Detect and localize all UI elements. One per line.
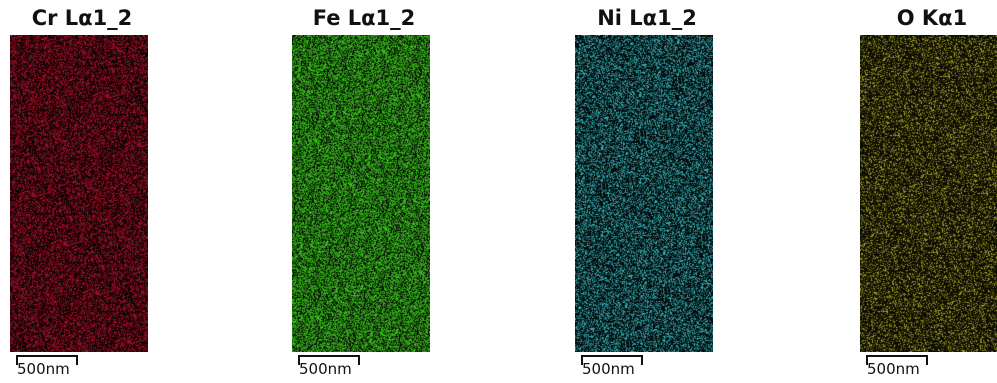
ni-map-panel: Ni Lα1_2 500nm bbox=[575, 0, 719, 383]
o-map-title: O Kα1 bbox=[896, 6, 968, 30]
ni-scale-label: 500nm bbox=[582, 360, 635, 378]
fe-scale-label: 500nm bbox=[299, 360, 352, 378]
ni-map-title: Ni Lα1_2 bbox=[597, 6, 697, 30]
cr-map-panel: Cr Lα1_2 500nm bbox=[10, 0, 154, 383]
ni-elemental-map bbox=[575, 35, 713, 352]
o-elemental-map bbox=[860, 35, 997, 352]
cr-scale-bar bbox=[16, 355, 78, 365]
fe-elemental-map bbox=[292, 35, 430, 352]
cr-scale-label: 500nm bbox=[17, 360, 70, 378]
fe-map-title: Fe Lα1_2 bbox=[312, 6, 416, 30]
o-scale-label: 500nm bbox=[867, 360, 920, 378]
ni-scale-bar bbox=[581, 355, 643, 365]
fe-scale-bar bbox=[298, 355, 360, 365]
o-scale-bar bbox=[866, 355, 928, 365]
o-map-panel: O Kα1 500nm bbox=[860, 0, 997, 383]
cr-map-title: Cr Lα1_2 bbox=[31, 6, 133, 30]
cr-elemental-map bbox=[10, 35, 148, 352]
fe-map-panel: Fe Lα1_2 500nm bbox=[292, 0, 436, 383]
